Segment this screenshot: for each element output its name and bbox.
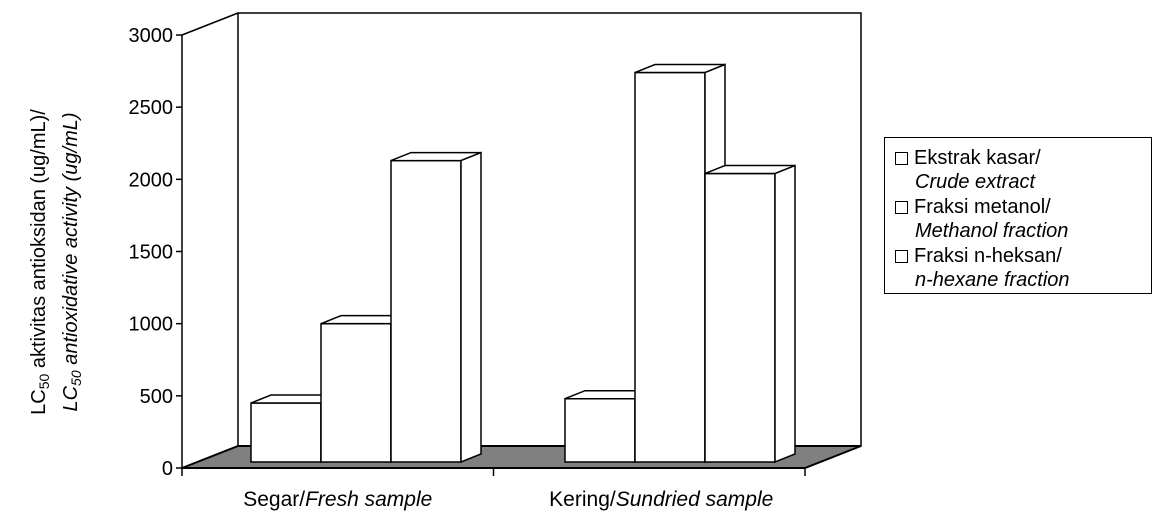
y-tick-label: 0	[162, 458, 173, 480]
bar-front-face	[320, 322, 392, 463]
legend-label-italic: Methanol fraction	[915, 220, 1069, 242]
legend-swatch	[895, 249, 908, 263]
bar	[704, 164, 796, 464]
legend-item-hexane: Fraksi n-heksan/ n-hexane fraction	[895, 244, 1070, 292]
bar-front-face	[634, 71, 706, 463]
x-category-label: Kering/Sundried sample	[549, 488, 773, 511]
y-tick-label: 1500	[129, 242, 174, 264]
bar	[634, 63, 726, 464]
y-tick-label: 2500	[129, 97, 174, 119]
legend: Ekstrak kasar/ Crude extract Fraksi meta…	[884, 137, 1152, 294]
legend-swatch	[895, 151, 908, 165]
legend-label: Ekstrak kasar/	[914, 147, 1041, 169]
bar-front-face	[704, 172, 776, 463]
bar-side-face	[774, 164, 796, 464]
bar-front-face	[250, 402, 322, 463]
y-tick-label: 500	[140, 386, 173, 408]
bar-side-face	[460, 151, 482, 464]
x-axis: Segar/Fresh sample Kering/Sundried sample	[181, 467, 806, 511]
legend-item-methanol: Fraksi metanol/ Methanol fraction	[895, 195, 1068, 243]
legend-label-italic: n-hexane fraction	[915, 269, 1070, 291]
y-axis-label-line2: LC50 antioxidative activity (ug/mL)	[60, 112, 84, 411]
bar-front-face	[390, 159, 462, 463]
bar-front-face	[564, 397, 636, 463]
y-tick-label: 2000	[129, 169, 174, 191]
bars-group	[250, 63, 796, 464]
x-category-label: Segar/Fresh sample	[243, 488, 432, 511]
y-axis: 0 500 1000 1500 2000 2500 3000	[129, 25, 183, 480]
side-wall-top-edge	[181, 12, 239, 36]
y-tick-label: 1000	[129, 314, 174, 336]
y-axis-label: LC50 aktivitas antioksidan (ug/mL)/ LC50 …	[28, 109, 84, 415]
bar	[390, 151, 482, 464]
legend-label: Fraksi n-heksan/	[914, 245, 1062, 267]
legend-label-italic: Crude extract	[915, 171, 1036, 193]
y-tick-label: 3000	[129, 25, 174, 47]
legend-label: Fraksi metanol/	[914, 196, 1051, 218]
legend-swatch	[895, 200, 908, 214]
y-axis-label-line1: LC50 aktivitas antioksidan (ug/mL)/	[28, 109, 52, 415]
legend-item-crude: Ekstrak kasar/ Crude extract	[895, 146, 1041, 194]
